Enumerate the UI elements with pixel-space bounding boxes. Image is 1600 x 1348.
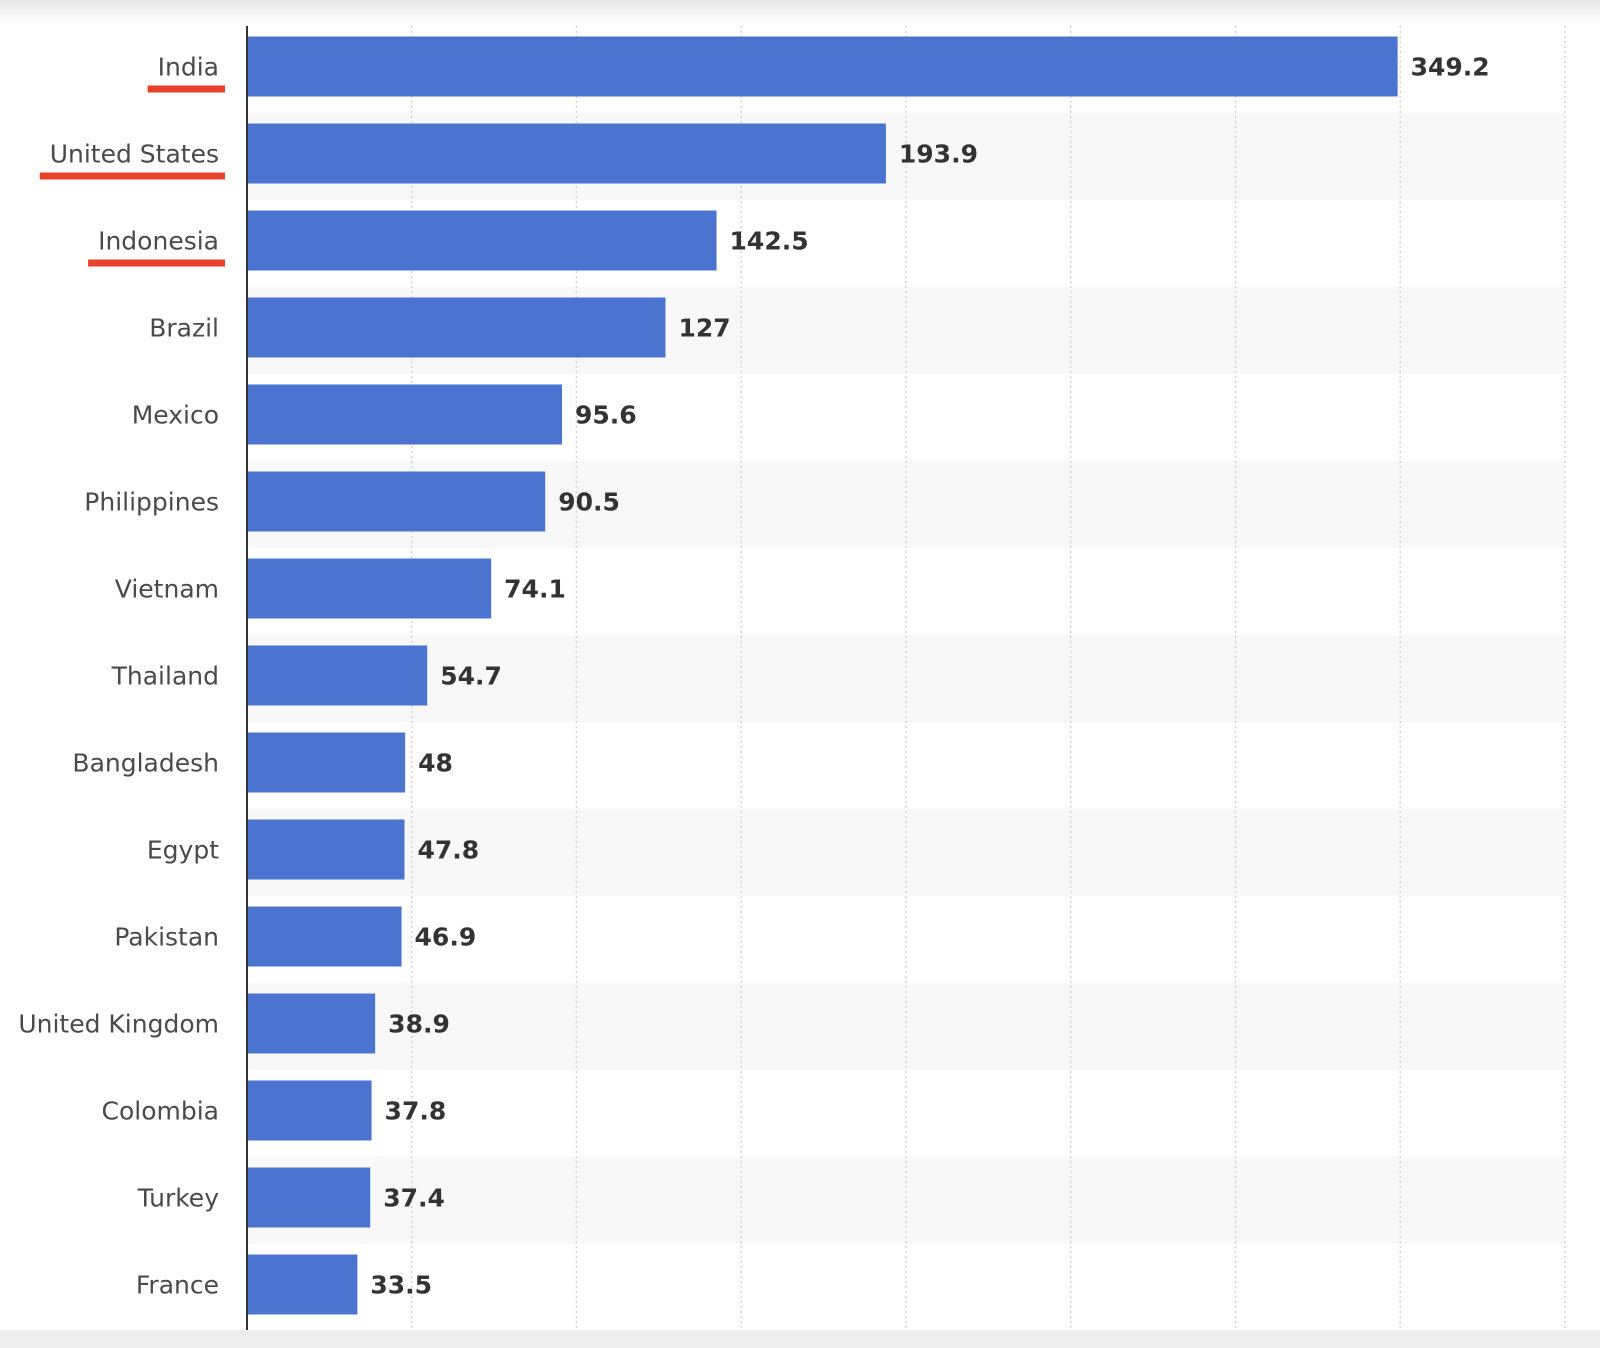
value-labels: 349.2 193.9 142.5 127 95.6 90.5 74.1 54.7 48 47.8… — [370, 53, 1489, 1300]
value-label-france: 33.5 — [370, 1271, 432, 1300]
bar-india — [247, 36, 1398, 97]
underline-indonesia — [88, 259, 225, 267]
value-label-vietnam: 74.1 — [504, 575, 566, 604]
bar-vietnam — [247, 558, 492, 619]
category-label-vietnam: Vietnam — [115, 575, 219, 604]
value-label-mexico: 95.6 — [575, 401, 637, 430]
category-label-bangladesh: Bangladesh — [72, 749, 219, 778]
value-label-thailand: 54.7 — [440, 662, 502, 691]
category-label-philippines: Philippines — [84, 488, 219, 517]
bar-indonesia — [247, 210, 717, 271]
category-label-india: India — [158, 53, 219, 82]
category-label-thailand: Thailand — [111, 662, 219, 691]
bar-egypt — [247, 819, 405, 880]
category-label-france: France — [136, 1271, 219, 1300]
category-label-pakistan: Pakistan — [114, 923, 219, 952]
bars — [247, 36, 1398, 1315]
bar-mexico — [247, 384, 563, 445]
bar-philippines — [247, 471, 546, 532]
bar-colombia — [247, 1080, 372, 1141]
category-label-united-states: United States — [50, 140, 219, 169]
label-underlines — [39, 85, 225, 267]
value-label-united-states: 193.9 — [899, 140, 978, 169]
underline-india — [147, 85, 225, 93]
value-label-pakistan: 46.9 — [415, 923, 477, 952]
bar-united-states — [247, 123, 886, 184]
category-label-united-kingdom: United Kingdom — [18, 1010, 219, 1039]
category-label-indonesia: Indonesia — [98, 227, 219, 256]
value-label-philippines: 90.5 — [558, 488, 620, 517]
bar-united-kingdom — [247, 993, 376, 1054]
value-label-egypt: 47.8 — [418, 836, 480, 865]
bar-turkey — [247, 1167, 371, 1228]
category-label-egypt: Egypt — [147, 836, 219, 865]
category-labels: India United States Indonesia Brazil Mexico P… — [18, 53, 219, 1300]
bar-bangladesh — [247, 732, 406, 793]
value-label-india: 349.2 — [1411, 53, 1490, 82]
bar-thailand — [247, 645, 428, 706]
bar-brazil — [247, 297, 666, 358]
bottom-bar — [0, 1330, 1600, 1348]
category-label-colombia: Colombia — [102, 1097, 219, 1126]
value-label-united-kingdom: 38.9 — [388, 1010, 450, 1039]
category-label-mexico: Mexico — [132, 401, 219, 430]
value-label-bangladesh: 48 — [418, 749, 453, 778]
value-label-turkey: 37.4 — [383, 1184, 445, 1213]
value-label-colombia: 37.8 — [385, 1097, 447, 1126]
underline-united-states — [39, 172, 225, 180]
value-label-indonesia: 142.5 — [730, 227, 809, 256]
category-label-turkey: Turkey — [137, 1184, 220, 1213]
category-label-brazil: Brazil — [149, 314, 219, 343]
value-label-brazil: 127 — [678, 314, 730, 343]
bar-pakistan — [247, 906, 402, 967]
bar-france — [247, 1254, 358, 1315]
